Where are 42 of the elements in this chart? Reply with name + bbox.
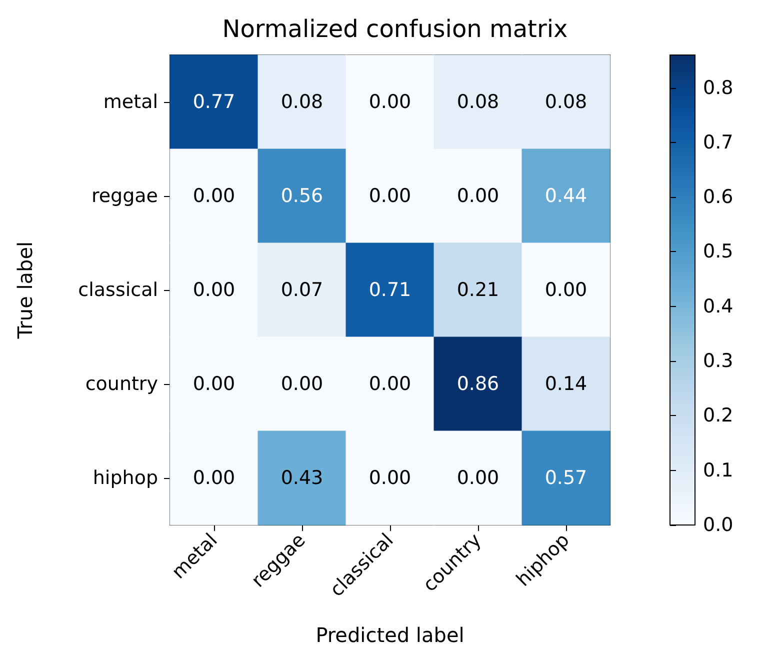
chart-title: Normalized confusion matrix (222, 15, 568, 43)
data-label: 0.08 (280, 91, 324, 113)
data-label: 0.00 (368, 467, 412, 489)
y-tick-label: metal (103, 91, 158, 113)
color-bar-label: 0.3 (703, 350, 734, 372)
color-bar-label: 0.7 (703, 131, 734, 154)
data-label: 0.71 (368, 279, 412, 301)
y-tick-label: country (85, 373, 158, 395)
data-label: 0.08 (456, 91, 500, 113)
data-label: 0.77 (192, 91, 236, 113)
data-label: 0.00 (192, 467, 236, 489)
data-label: 0.86 (456, 373, 500, 395)
color-bar-label: 0.8 (703, 76, 734, 99)
data-label: 0.00 (192, 279, 236, 301)
color-bar-label: 0.5 (703, 240, 734, 263)
color-bar-label: 0.6 (703, 186, 734, 208)
y-tick-label: hiphop (92, 467, 158, 489)
y-tick-label: classical (78, 279, 158, 301)
color-bar-label: 0.2 (703, 404, 734, 427)
data-label: 0.00 (456, 467, 500, 489)
color-bar-label: 0.0 (703, 514, 734, 536)
data-label: 0.00 (368, 373, 412, 395)
data-label: 0.43 (280, 467, 324, 489)
data-label: 0.00 (368, 91, 412, 113)
data-label: 0.08 (544, 91, 588, 113)
data-label: 0.07 (280, 279, 324, 301)
data-label: 0.00 (544, 279, 588, 301)
data-label: 0.44 (544, 185, 588, 207)
y-axis-title: True label (13, 241, 37, 340)
y-tick-label: reggae (91, 185, 158, 207)
data-label: 0.00 (192, 373, 236, 395)
data-label: 0.56 (280, 185, 324, 207)
data-label: 0.57 (544, 467, 588, 489)
data-label: 0.14 (544, 373, 588, 395)
data-label: 0.00 (280, 373, 324, 395)
color-bar-label: 0.1 (703, 459, 734, 482)
data-label: 0.00 (456, 185, 500, 207)
x-axis-title: Predicted label (316, 623, 464, 647)
data-label: 0.00 (368, 185, 412, 207)
color-bar-label: 0.4 (703, 295, 734, 318)
data-label: 0.21 (456, 279, 500, 301)
data-label: 0.00 (192, 185, 236, 207)
